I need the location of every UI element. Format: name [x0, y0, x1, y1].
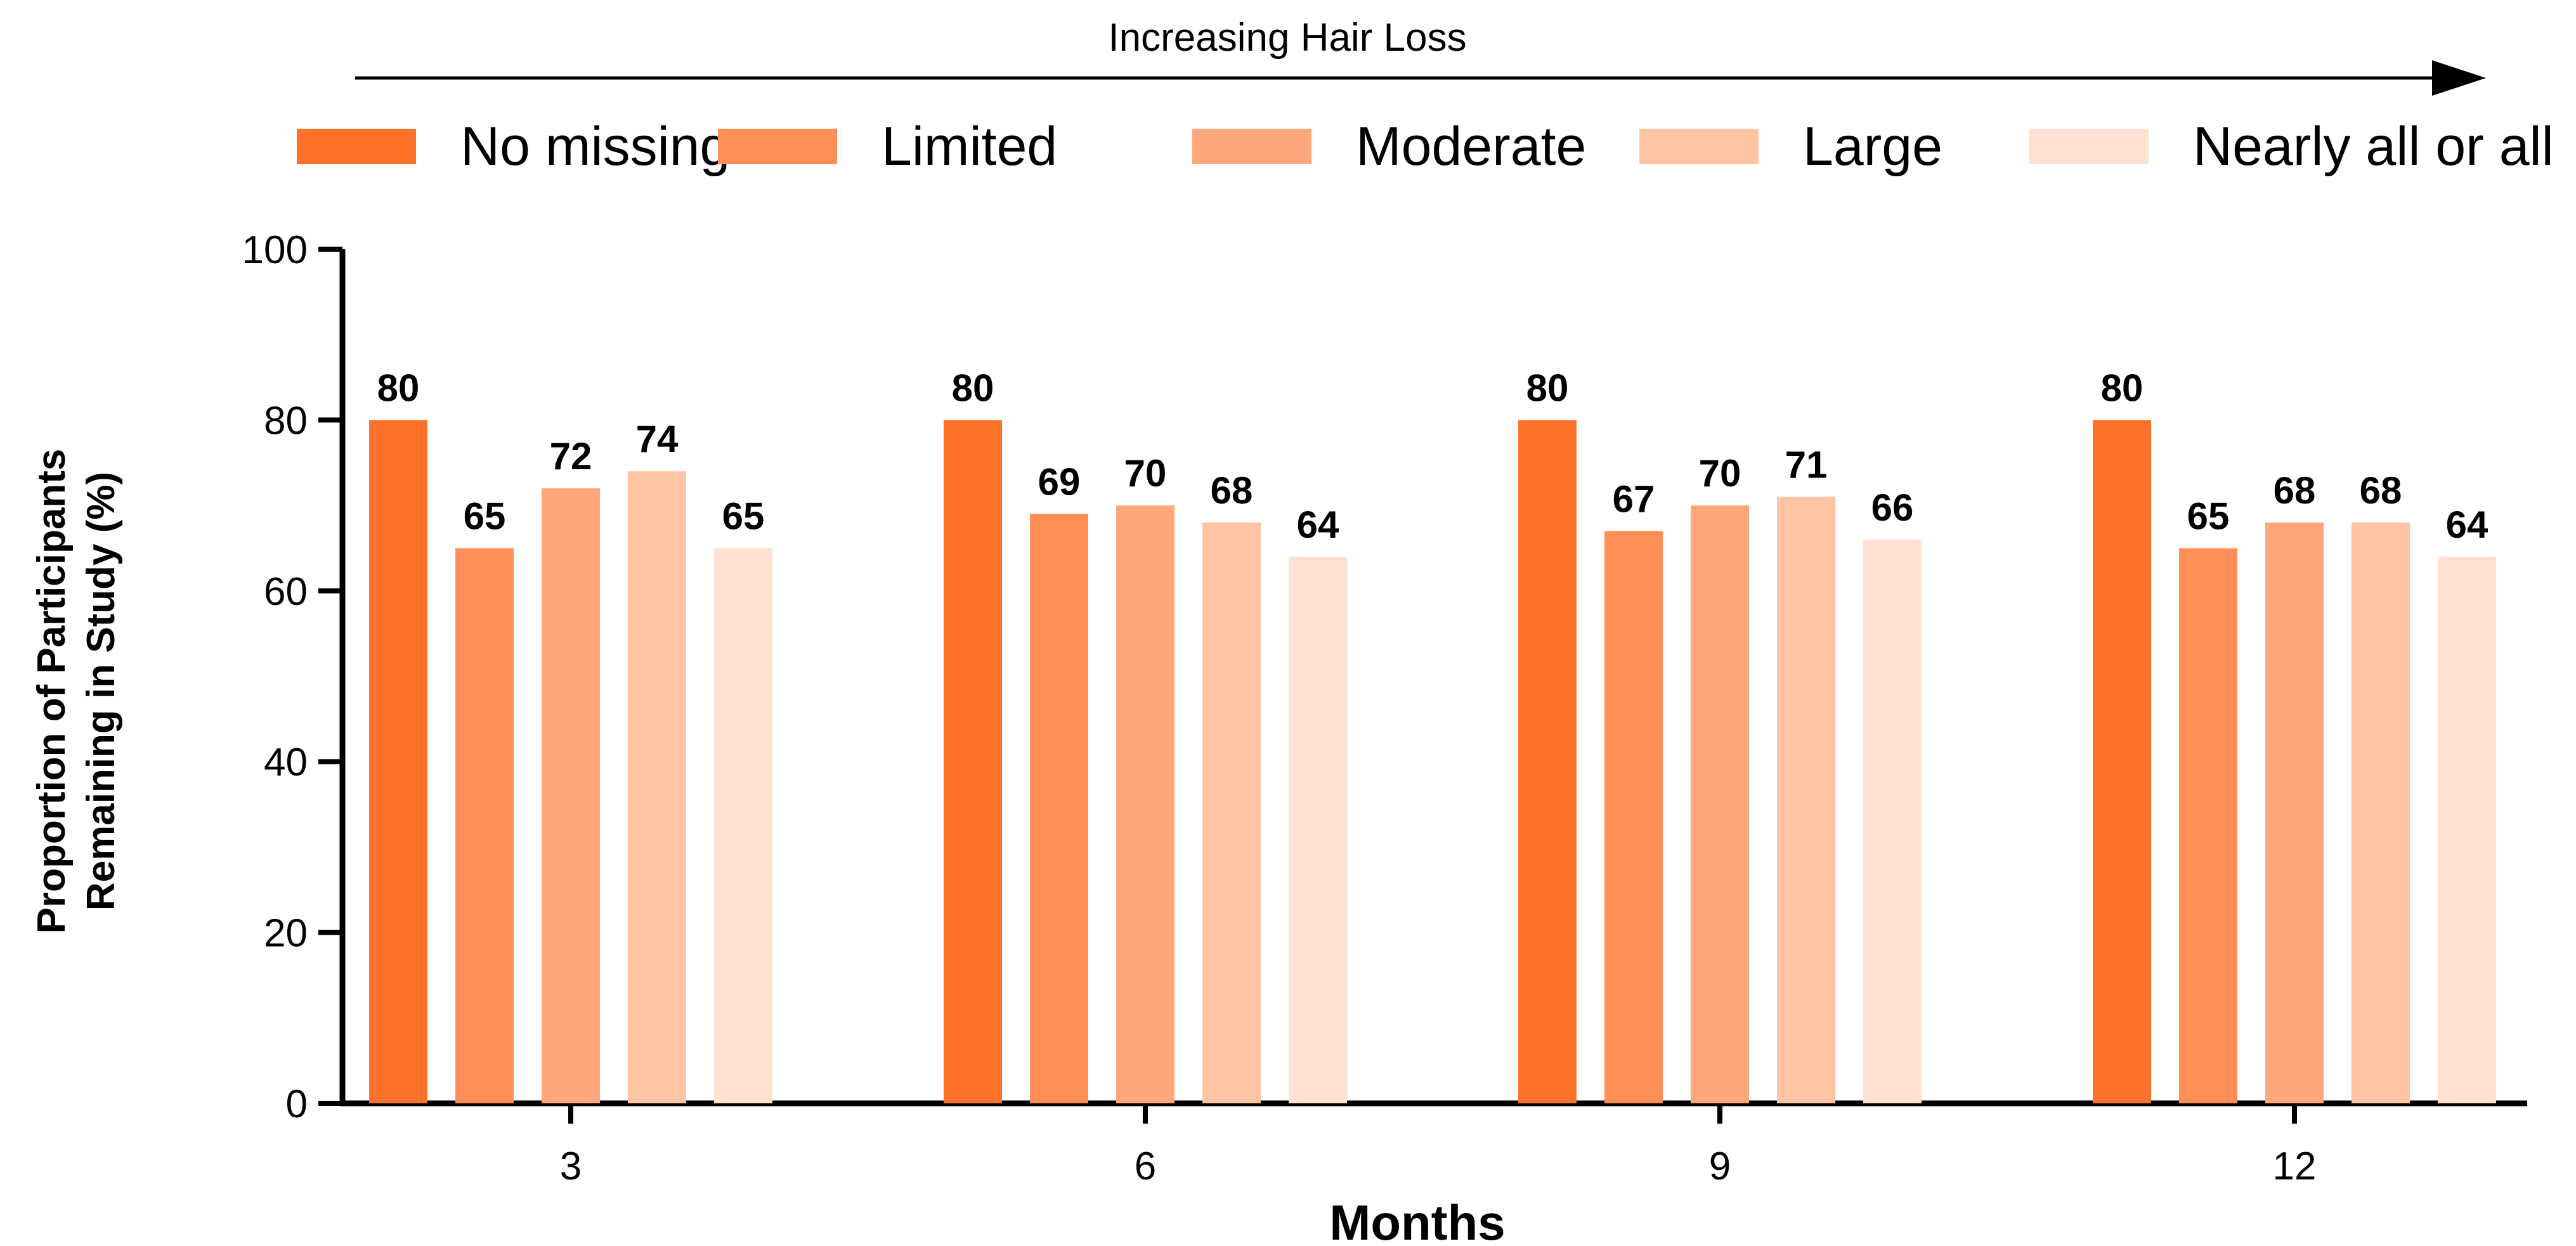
bar-value-label: 69 [1038, 461, 1081, 503]
bar [369, 420, 427, 1103]
y-tick-label: 40 [264, 741, 308, 784]
y-tick-label: 100 [242, 228, 308, 272]
legend-swatch [1639, 129, 1759, 164]
bars [369, 420, 2496, 1103]
bar [1518, 420, 1577, 1103]
bar-value-label: 74 [636, 418, 679, 460]
bar-value-label: 67 [1613, 478, 1655, 521]
legend-label: No missing [460, 116, 730, 177]
y-axis-title: Proportion of Participants Remaining in … [30, 449, 123, 934]
bar [2352, 522, 2410, 1103]
bar [1691, 505, 1749, 1103]
legend: No missing Limited Moderate Large Nearly all… [297, 116, 2554, 177]
y-tick-label: 60 [264, 570, 308, 614]
bar [2265, 522, 2324, 1103]
legend-swatch [2029, 129, 2149, 164]
bar-value-label: 68 [2274, 469, 2316, 512]
bar-value-label: 65 [722, 495, 765, 537]
bar-value-label: 72 [550, 435, 592, 477]
bar-value-label: 70 [1124, 452, 1167, 495]
bar-value-label: 68 [2360, 469, 2402, 512]
y-axis-title-line-1: Proportion of Participants [30, 449, 74, 934]
bar [1289, 556, 1347, 1103]
y-axis-title-line-2: Remaining in Study (%) [79, 472, 123, 911]
bar [1777, 496, 1835, 1103]
bar-value-label: 80 [377, 367, 420, 409]
bar [628, 471, 686, 1103]
bar [2179, 548, 2237, 1103]
data-labels: 80 65 72 74 65 80 69 70 68 64 80 67 70 71 66 80 65 68 68 64 [377, 367, 2488, 546]
x-tick-label: 9 [1709, 1145, 1731, 1188]
legend-label: Moderate [1356, 116, 1586, 177]
bar-value-label: 70 [1699, 452, 1741, 495]
bar [542, 488, 600, 1103]
legend-label: Large [1803, 116, 1942, 177]
bar [1202, 522, 1261, 1103]
bar [1116, 505, 1174, 1103]
bar-value-label: 66 [1871, 486, 1914, 529]
legend-label: Limited [881, 116, 1057, 177]
bar [1863, 539, 1922, 1103]
bar-value-label: 80 [952, 367, 994, 409]
legend-swatch [1192, 129, 1311, 164]
bar [2438, 556, 2496, 1103]
bar [1030, 514, 1088, 1103]
y-tick-label: 20 [264, 912, 308, 956]
bar-value-label: 64 [1297, 503, 1339, 546]
annotation-arrowhead [2432, 60, 2486, 96]
y-tick-label: 80 [264, 399, 308, 443]
bar [455, 548, 514, 1103]
x-axis-title: Months [1329, 1195, 1505, 1246]
legend-swatch [718, 129, 837, 164]
bar [2093, 420, 2151, 1103]
bar-value-label: 65 [464, 495, 506, 537]
bar [944, 420, 1002, 1103]
y-tick-label: 0 [286, 1082, 308, 1126]
x-tick-label: 12 [2273, 1145, 2317, 1188]
bar-value-label: 65 [2187, 495, 2230, 537]
bar-value-label: 80 [1526, 367, 1569, 409]
x-tick-label: 3 [560, 1145, 582, 1188]
bar-value-label: 80 [2101, 367, 2143, 409]
legend-swatch [297, 129, 416, 164]
bar-value-label: 64 [2446, 503, 2488, 546]
bar-value-label: 68 [1211, 469, 1253, 512]
legend-label: Nearly all or all [2193, 116, 2554, 177]
annotation-text: Increasing Hair Loss [1108, 16, 1466, 60]
bar [714, 548, 772, 1103]
bar-value-label: 71 [1785, 444, 1828, 486]
hair-loss-annotation: Increasing Hair Loss [355, 16, 2486, 96]
bar [1604, 531, 1663, 1103]
x-tick-label: 6 [1135, 1145, 1156, 1188]
